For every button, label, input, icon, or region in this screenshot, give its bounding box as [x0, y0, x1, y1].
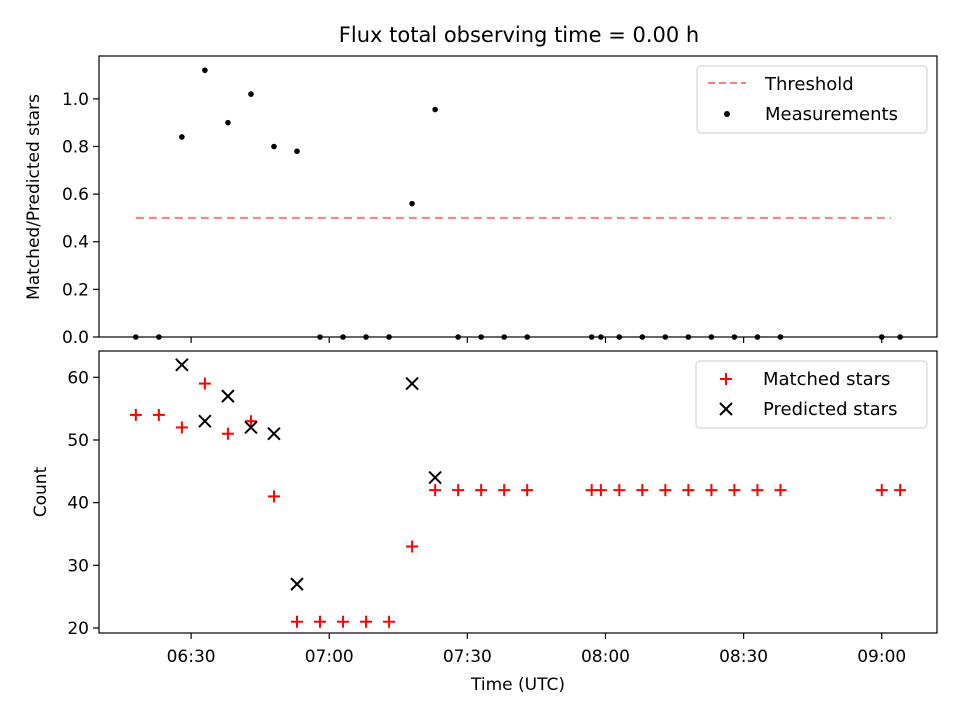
matched-stars-point	[314, 615, 327, 628]
measurements-point	[202, 67, 208, 74]
measurements-point	[432, 106, 438, 113]
matched-stars-point	[360, 615, 373, 628]
ratio-ytick-label: 0.2	[62, 280, 89, 300]
legend-threshold-label: Threshold	[764, 74, 854, 95]
x-tick-label: 08:30	[719, 647, 768, 667]
x-tick-label: 07:30	[443, 647, 492, 667]
count-ytick-label: 50	[67, 431, 89, 451]
matched-stars-point	[152, 408, 165, 421]
ratio-ytick-label: 0.0	[62, 328, 89, 348]
x-tick-label: 09:00	[857, 647, 906, 667]
count-ytick-label: 30	[67, 556, 89, 576]
matched-stars-point	[244, 415, 257, 428]
predicted-stars-point	[428, 470, 442, 485]
matched-stars-point	[221, 427, 234, 440]
matched-stars-point	[894, 484, 907, 497]
predicted-stars-point	[221, 389, 235, 403]
legend-measurements-label: Measurements	[765, 104, 898, 125]
matched-stars-point	[636, 484, 649, 497]
matched-stars-point	[875, 484, 888, 497]
predicted-stars-point	[405, 376, 419, 391]
matched-stars-point	[383, 615, 396, 628]
count-ytick-label: 60	[67, 368, 89, 388]
matched-stars-point	[429, 484, 442, 497]
matched-stars-point	[198, 377, 211, 390]
count-legend: Matched stars Predicted stars	[695, 360, 928, 429]
matched-stars-point	[452, 484, 465, 497]
predicted-stars-point	[175, 358, 189, 372]
matched-stars-point	[267, 490, 280, 503]
matched-stars-point	[774, 484, 787, 497]
matched-stars-point	[129, 408, 142, 421]
measurements-point	[409, 200, 415, 207]
legend-matched-label: Matched stars	[763, 369, 890, 390]
measurements-point	[294, 148, 300, 155]
matched-stars-point	[751, 484, 764, 497]
matched-stars-point	[728, 484, 741, 497]
count-axes-frame	[98, 350, 938, 634]
ratio-ytick-label: 0.4	[62, 233, 89, 253]
x-tick-label: 07:00	[305, 647, 354, 667]
count-ytick-label: 40	[67, 494, 89, 514]
measurements-point	[179, 134, 185, 140]
matched-stars-point	[175, 421, 188, 434]
legend-predicted-label: Predicted stars	[763, 399, 897, 420]
ratio-panel: 0.0 0.2 0.4 0.6 0.8 1.0 Matched/Predicted sta…	[24, 55, 938, 348]
legend-predicted-swatch	[719, 402, 733, 416]
predicted-stars-point	[290, 577, 304, 591]
x-tick-label: 06:30	[167, 647, 216, 667]
count-ylabel: Count	[31, 466, 51, 517]
legend-matched-swatch	[720, 373, 732, 385]
matched-stars-point	[594, 484, 607, 497]
matched-stars-point	[682, 484, 695, 497]
matched-stars-point	[521, 484, 534, 497]
matched-stars-point	[613, 484, 626, 497]
ratio-ytick-label: 0.8	[62, 137, 89, 157]
count-ytick-label: 20	[67, 619, 89, 639]
measurements-point	[225, 119, 231, 126]
count-panel: 20 30 40 50 60 06:30 07:00 07:30 08:00 08:30 09:0…	[31, 350, 938, 667]
ratio-ylabel: Matched/Predicted stars	[24, 94, 44, 300]
ratio-axes-frame	[98, 55, 938, 338]
matched-stars-point	[498, 484, 511, 497]
ratio-legend: Threshold Measurements	[696, 65, 928, 134]
predicted-stars-point	[267, 427, 281, 441]
predicted-stars-point	[198, 414, 212, 428]
matched-stars-point	[337, 615, 350, 628]
ratio-ytick-label: 1.0	[62, 90, 89, 110]
matched-stars-point	[705, 484, 718, 497]
chart-title: Flux total observing time = 0.00 h	[339, 23, 699, 47]
matched-stars-point	[290, 615, 303, 628]
predicted-stars-point	[244, 420, 258, 435]
matched-stars-point	[475, 484, 488, 497]
measurements-point	[248, 91, 254, 97]
x-tick-label: 08:00	[581, 647, 630, 667]
matched-stars-point	[406, 540, 419, 553]
measurements-point	[271, 143, 277, 150]
matched-stars-point	[659, 484, 672, 497]
legend-measurements-swatch	[724, 111, 730, 117]
x-axis-label: Time (UTC)	[470, 675, 565, 695]
ratio-ytick-label: 0.6	[62, 185, 89, 205]
